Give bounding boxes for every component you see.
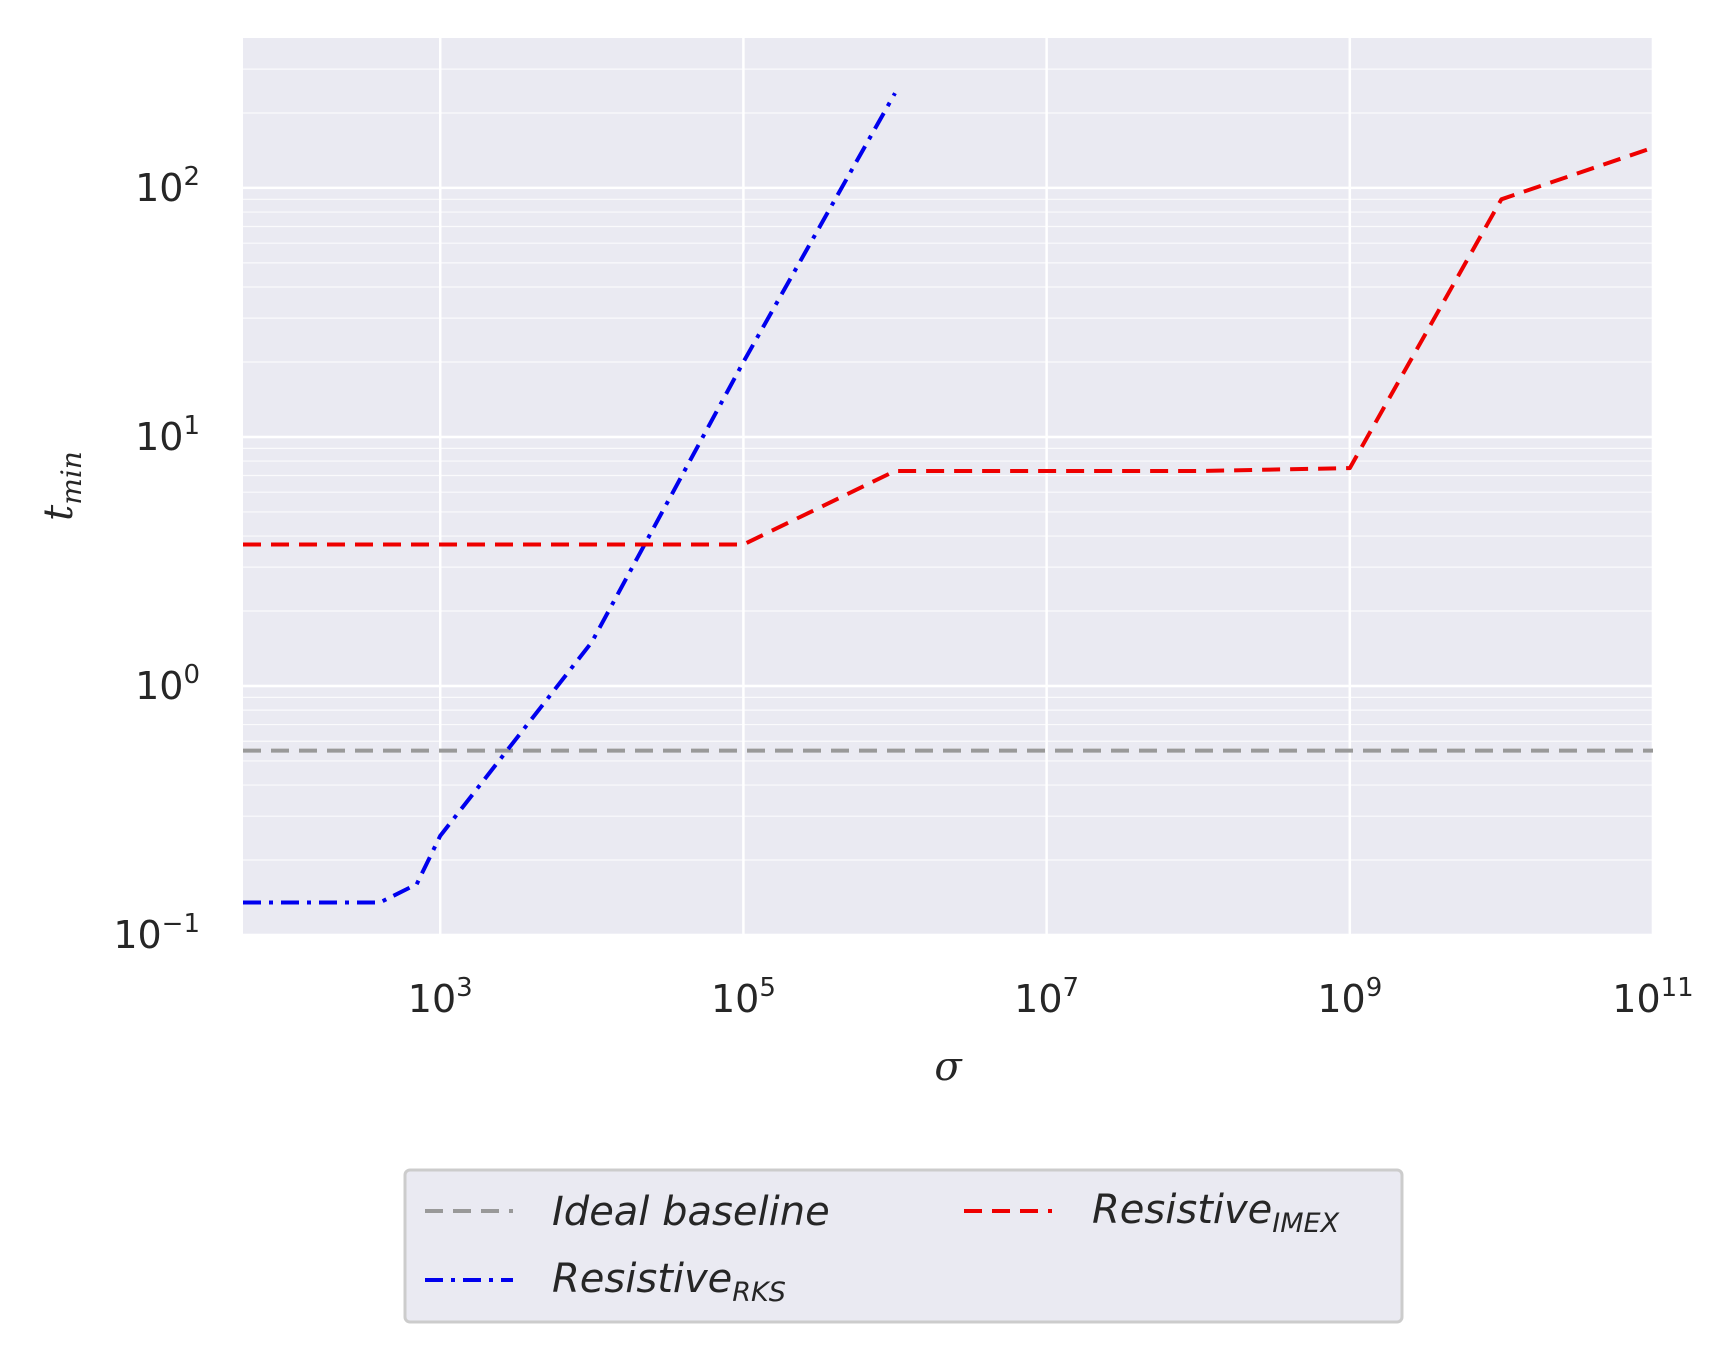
legend-label-ideal-baseline-name: Ideal baseline [552,1189,830,1235]
series-lines [243,92,1654,905]
x-tick-label: 103 [408,973,473,1021]
plot-background [243,38,1653,935]
legend-label-resistive-rks: ResistiveRKS [552,1256,786,1308]
x-tick-base: 10 [408,977,456,1021]
x-tick-labels: 103 105 107 109 1011 [408,973,1694,1021]
x-tick-exponent: 5 [759,973,776,1003]
x-tick-base: 10 [1317,977,1365,1021]
legend: Ideal baseline ResistiveIMEX ResistiveRK… [403,1168,1404,1324]
y-tick-base: 10 [135,664,183,708]
series-line-resistive-rks [243,92,897,905]
x-tick-exponent: 11 [1661,973,1694,1003]
y-axis-label-base: t [36,504,82,521]
series-line-resistive-imex [243,145,1654,547]
x-tick-exponent: 9 [1366,973,1383,1003]
grid-lines [243,38,1655,937]
x-tick-label: 1011 [1612,973,1693,1021]
y-tick-label: 100 [135,660,200,708]
y-tick-exponent: 2 [183,162,200,192]
legend-label-ideal-baseline: Ideal baseline [552,1189,830,1235]
x-tick-base: 10 [711,977,759,1021]
legend-label-resistive-imex-name: Resistive [1092,1187,1272,1233]
y-axis-label: tmin [36,451,88,521]
legend-label-resistive-imex: ResistiveIMEX [1092,1187,1340,1239]
legend-label-resistive-imex-sub: IMEX [1272,1208,1339,1239]
x-axis-label-base: σ [934,1044,963,1090]
y-tick-base: 10 [113,913,161,957]
y-tick-label: 10−1 [113,909,200,957]
x-tick-label: 105 [711,973,776,1021]
x-tick-base: 10 [1014,977,1062,1021]
x-tick-label: 109 [1317,973,1382,1021]
legend-frame [403,1168,1404,1324]
x-tick-exponent: 7 [1063,973,1080,1003]
y-axis-label-sub: min [55,451,88,505]
y-tick-label: 101 [135,411,200,459]
y-tick-label: 102 [135,162,200,210]
y-tick-base: 10 [135,166,183,210]
x-tick-base: 10 [1612,977,1660,1021]
legend-label-resistive-rks-name: Resistive [552,1256,732,1302]
y-tick-exponent: −1 [162,909,200,939]
x-tick-label: 107 [1014,973,1079,1021]
legend-label-resistive-rks-sub: RKS [732,1277,786,1308]
y-tick-exponent: 0 [183,660,200,690]
x-axis-label: σ [934,1044,963,1090]
x-tick-exponent: 3 [456,973,473,1003]
y-tick-base: 10 [135,415,183,459]
y-tick-exponent: 1 [183,411,200,441]
